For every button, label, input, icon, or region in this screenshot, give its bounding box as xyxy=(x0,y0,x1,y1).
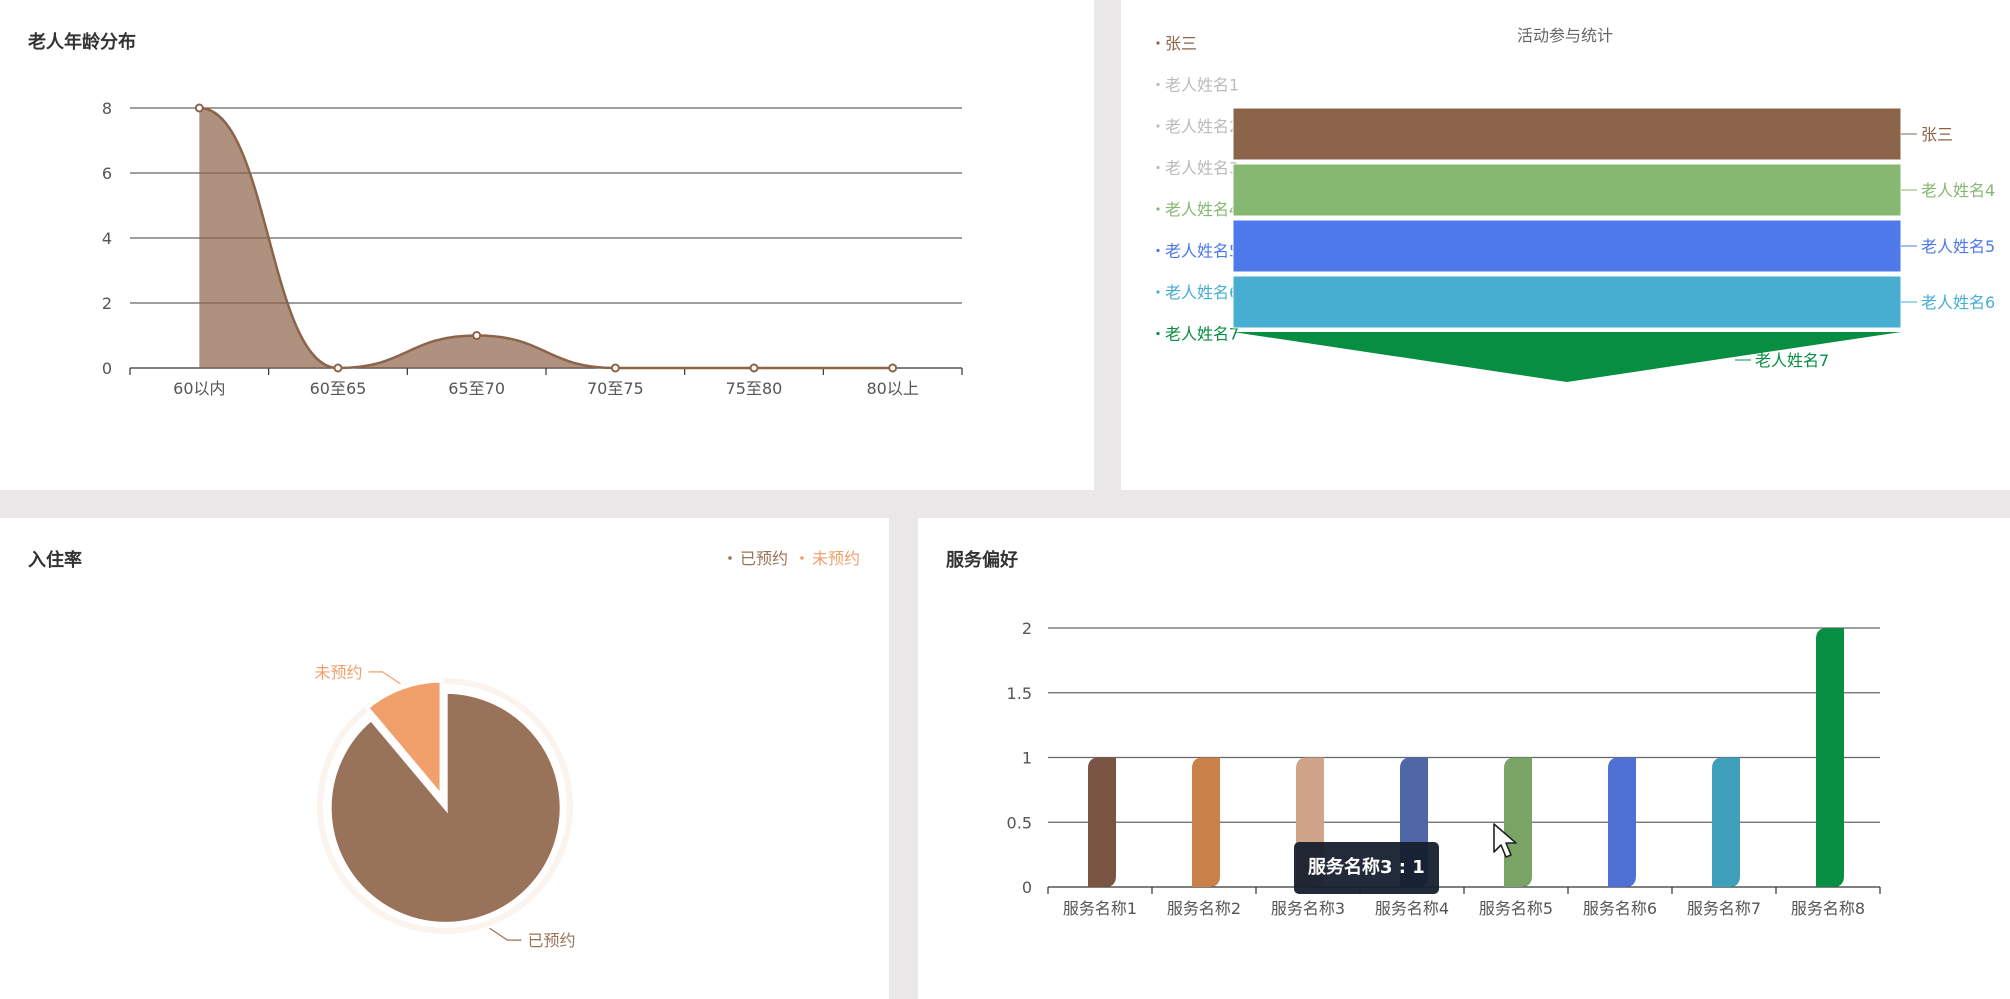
funnel-label: 老人姓名7 xyxy=(1755,351,1829,370)
activity-funnel-chart[interactable]: 活动参与统计张三老人姓名1老人姓名2老人姓名3老人姓名4老人姓名5老人姓名6老人… xyxy=(1121,0,2010,490)
legend-item: 未预约 xyxy=(812,549,860,568)
funnel-segment xyxy=(1232,219,1902,273)
legend-marker xyxy=(800,556,804,560)
y-tick-label: 2 xyxy=(1022,619,1032,638)
funnel-segment xyxy=(1233,332,1901,382)
funnel-segment xyxy=(1232,107,1902,161)
x-tick-label: 60至65 xyxy=(310,379,367,398)
legend-marker xyxy=(1156,82,1160,87)
y-tick-label: 0 xyxy=(1022,878,1032,897)
y-tick-label: 0.5 xyxy=(1007,813,1032,832)
legend-item: 已预约 xyxy=(740,549,788,568)
activity-panel: 活动参与统计 张三 老人姓名1 老人姓名2 老人姓名3 老人姓名4 老人姓名5 老人姓名6 老人… xyxy=(1121,0,2010,490)
y-tick-label: 2 xyxy=(102,294,112,313)
pie-label: 已预约 xyxy=(527,931,575,950)
legend-marker xyxy=(1156,331,1160,336)
legend-marker xyxy=(1156,248,1160,253)
data-point xyxy=(888,363,898,373)
legend-marker xyxy=(1156,165,1160,170)
funnel-segment xyxy=(1232,275,1902,329)
data-point xyxy=(472,331,482,340)
x-tick-label: 服务名称6 xyxy=(1583,899,1657,918)
legend-marker xyxy=(1156,290,1160,294)
x-tick-label: 65至70 xyxy=(448,379,505,398)
legend-marker xyxy=(728,556,732,560)
x-tick-label: 70至75 xyxy=(587,379,644,398)
x-tick-label: 服务名称5 xyxy=(1479,899,1553,918)
age-area-chart[interactable]: 0 2 4 6 8 60以内 60至65 65至70 70至75 75至80 80以上 xyxy=(0,0,1094,490)
bar xyxy=(1088,757,1116,887)
legend-item: 老人姓名2 xyxy=(1165,117,1239,136)
funnel-label: 老人姓名4 xyxy=(1921,181,1995,200)
legend-item: 张三 xyxy=(1165,34,1197,53)
funnel-segment xyxy=(1232,163,1902,217)
data-point xyxy=(749,363,759,373)
legend-marker xyxy=(1156,207,1160,211)
bar xyxy=(1192,757,1220,887)
funnel-label: 老人姓名5 xyxy=(1921,237,1995,256)
legend-item: 老人姓名3 xyxy=(1165,159,1239,178)
funnel-label: 老人姓名6 xyxy=(1921,293,1995,312)
x-tick-label: 75至80 xyxy=(726,379,783,398)
pie-label-line xyxy=(368,671,401,685)
legend-item: 老人姓名1 xyxy=(1165,76,1239,95)
x-tick-label: 服务名称7 xyxy=(1687,899,1761,918)
data-point xyxy=(610,363,620,373)
legend-item: 老人姓名6 xyxy=(1165,283,1239,302)
funnel-title: 活动参与统计 xyxy=(1517,26,1613,45)
age-distribution-panel: 老人年龄分布 0 2 4 6 8 60以内 60至65 65至70 70至75 75至80 80以上 xyxy=(0,0,1094,490)
x-tick-label: 服务名称1 xyxy=(1063,899,1137,918)
area-fill xyxy=(199,108,893,368)
mouse-pointer-icon xyxy=(1493,823,1517,858)
pie-label-line xyxy=(489,927,522,941)
service-panel-title: 服务偏好 xyxy=(946,550,1018,571)
x-tick-label: 服务名称4 xyxy=(1375,899,1449,918)
bar xyxy=(1816,628,1844,887)
x-tick-label: 服务名称3 xyxy=(1271,899,1345,918)
chart-tooltip: 服务名称3 : 1 xyxy=(1294,842,1439,894)
x-tick-label: 服务名称8 xyxy=(1791,899,1865,918)
y-tick-label: 0 xyxy=(102,359,112,378)
y-tick-label: 4 xyxy=(102,229,112,248)
x-tick-label: 60以内 xyxy=(173,379,225,398)
data-point xyxy=(194,103,204,113)
pie-slice xyxy=(364,678,444,803)
pie-halo xyxy=(317,678,573,934)
pie-label: 未预约 xyxy=(315,663,363,682)
legend-marker xyxy=(1156,124,1160,128)
y-tick-label: 1.5 xyxy=(1007,684,1032,703)
x-tick-label: 服务名称2 xyxy=(1167,899,1241,918)
funnel-label: 张三 xyxy=(1921,125,1953,144)
pie-slice xyxy=(327,689,564,926)
service-panel: 服务偏好 0 0.5 1 1.5 2 服务名称1 服务名称2 服务名称3 服务名称4 服务名称5 服… xyxy=(918,518,2010,999)
legend-item: 老人姓名4 xyxy=(1165,200,1239,219)
legend-item: 老人姓名5 xyxy=(1165,242,1239,261)
service-bar-chart[interactable]: 0 0.5 1 1.5 2 服务名称1 服务名称2 服务名称3 服务名称4 服务名称5 服务名称6 服… xyxy=(918,518,2010,999)
y-tick-label: 8 xyxy=(102,99,112,118)
legend-item: 老人姓名7 xyxy=(1165,325,1239,344)
y-tick-label: 1 xyxy=(1022,749,1032,768)
age-panel-title: 老人年龄分布 xyxy=(28,32,136,53)
occupancy-panel: 入住率 已预约 未预约 已预约 未预约 xyxy=(0,518,889,999)
bar xyxy=(1608,757,1636,887)
y-tick-label: 6 xyxy=(102,164,112,183)
bar xyxy=(1712,757,1740,887)
legend-marker xyxy=(1156,41,1160,45)
x-tick-label: 80以上 xyxy=(866,379,918,398)
occupancy-panel-title: 入住率 xyxy=(28,550,82,571)
data-point xyxy=(333,363,343,373)
